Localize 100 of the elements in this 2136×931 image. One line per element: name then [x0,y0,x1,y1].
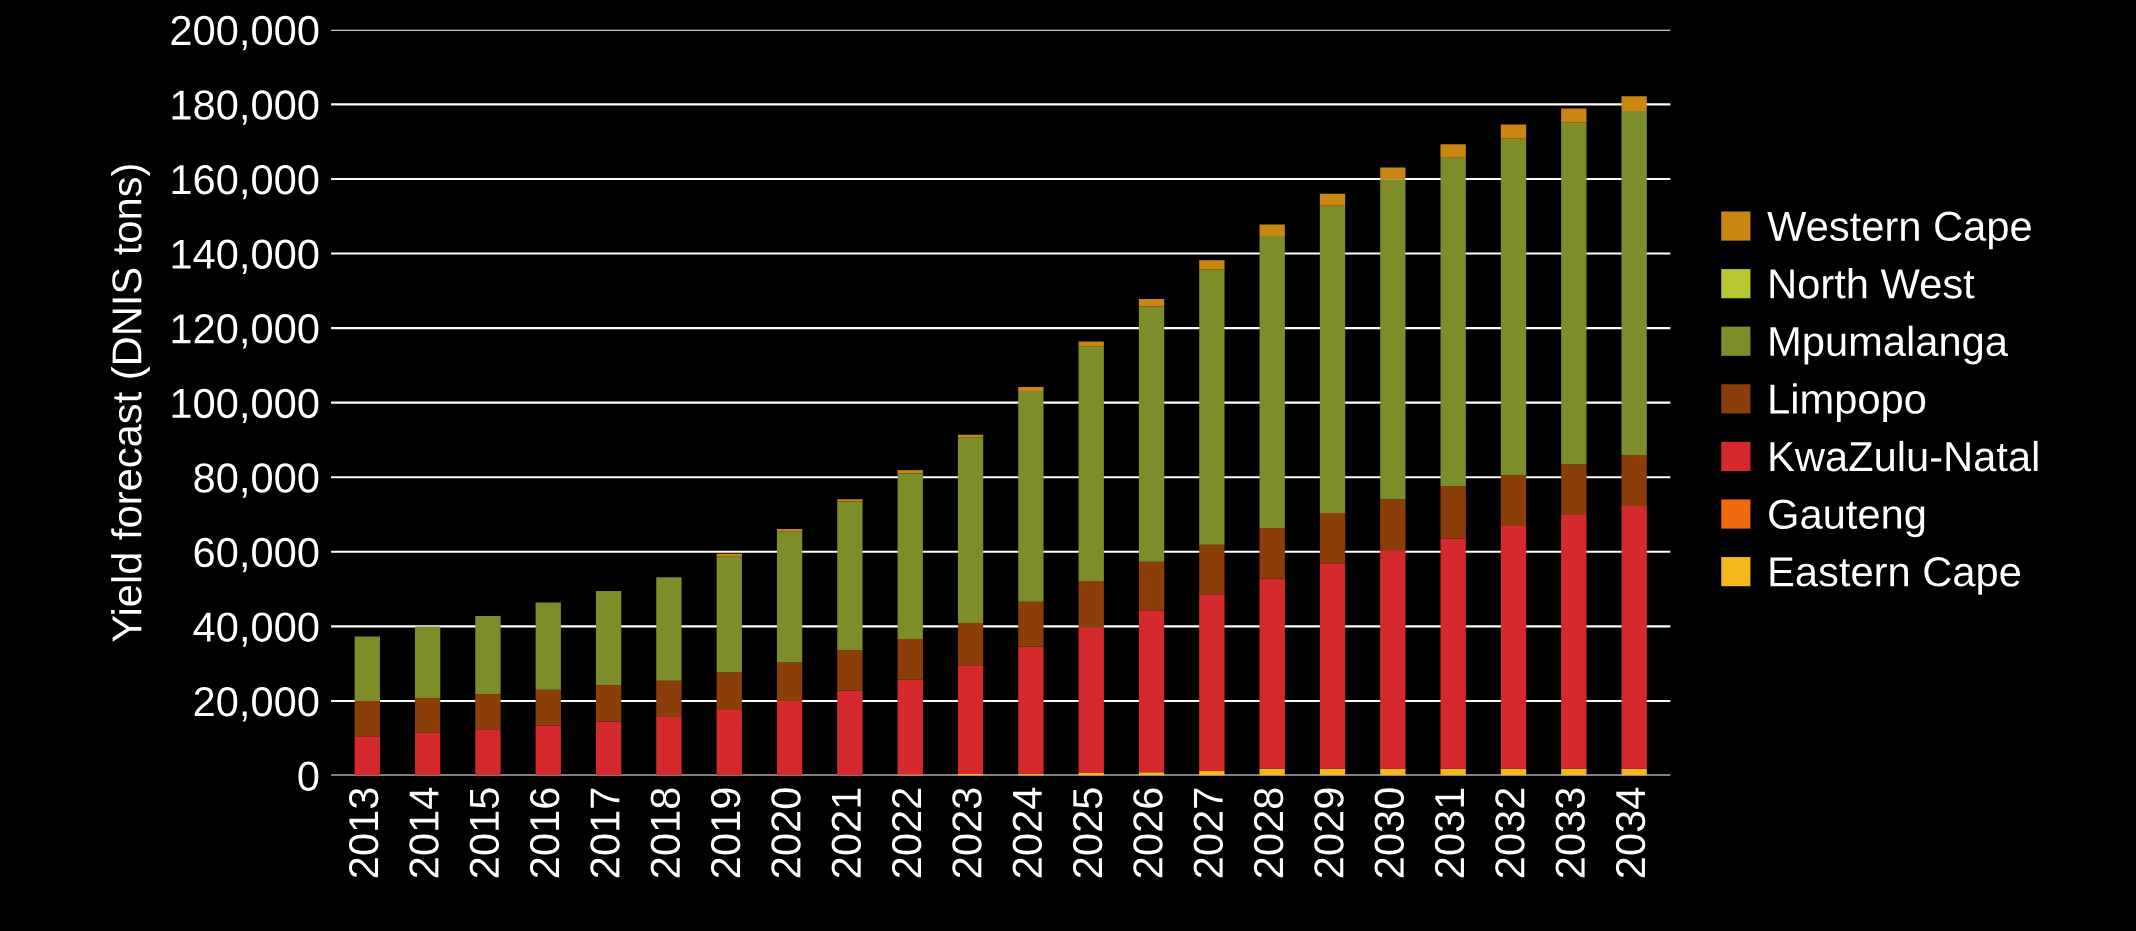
y-tick-label: 20,000 [194,686,319,722]
bar [1500,475,1527,527]
bar [776,700,803,776]
legend-label: Western Cape [1767,211,2031,250]
bar [837,499,863,502]
bar [1078,627,1104,773]
bar [354,636,380,701]
bar [475,694,501,730]
bar [1018,387,1044,392]
bar [1440,157,1466,487]
bar [1199,260,1225,270]
x-tick-label: 2017 [590,788,620,878]
bar [1259,527,1285,579]
legend-label: North West [1770,268,1975,299]
bar [595,685,622,722]
bar [1621,768,1647,776]
bar [1319,193,1346,206]
x-tick-label: 2027 [1193,788,1224,878]
x-tick-label: 2014 [409,787,439,878]
bar [1259,235,1285,528]
bar [1199,771,1225,776]
x-tick-label: 2019 [710,788,741,878]
x-tick-label: 2034 [1615,787,1646,878]
y-tick-label: 160,000 [172,164,319,200]
bar [1199,544,1225,595]
bar [1199,269,1225,545]
x-tick-label: 2015 [469,788,500,878]
bar [837,690,863,776]
bar [1380,499,1406,551]
y-tick-label: 40,000 [193,612,319,647]
x-tick-label: 2026 [1133,788,1163,878]
bar [535,689,561,726]
bar [475,615,501,695]
legend-label: Eastern Cape [1770,557,2021,595]
bar [1078,341,1104,347]
bar [957,665,984,775]
bar [1621,455,1647,506]
bar [535,725,561,776]
bar [656,680,682,717]
legend-label: Mpumalanga [1770,325,2008,365]
bar [776,662,803,701]
bar [1440,486,1466,539]
bar [837,501,863,651]
bar [656,716,682,776]
bar [716,709,742,776]
x-tick-label: 2013 [348,788,379,878]
bar [1259,224,1285,236]
y-axis-title: Yield forecast (DNIS tons) [111,165,150,642]
bar [897,473,923,640]
y-tick-label: 140,000 [172,239,319,274]
bar [1561,464,1587,515]
bar [1319,563,1346,769]
bar [1259,578,1285,769]
bar [1440,144,1466,158]
y-tick-label: 80,000 [194,463,319,498]
y-tick-label: 120,000 [172,314,319,349]
x-tick-label: 2029 [1314,788,1344,878]
bar [1500,138,1527,476]
bar [1138,610,1165,773]
x-tick-label: 2025 [1072,788,1103,878]
bar [776,529,803,532]
legend-label: Limpopo [1770,383,1926,423]
x-tick-label: 2016 [529,788,560,878]
bar [1440,538,1466,769]
bar [595,590,622,686]
bar [1380,550,1406,769]
bar [656,577,682,681]
x-tick-label: 2031 [1434,788,1465,878]
bar [1138,306,1165,562]
bar [1561,122,1587,465]
bar [716,672,742,710]
bar [837,650,863,691]
x-tick-label: 2021 [831,788,862,878]
x-tick-label: 2024 [1012,787,1043,878]
bar [1138,299,1165,307]
bar [1380,167,1406,180]
legend-label: KwaZulu-Natal [1770,440,2038,472]
x-tick-label: 2018 [650,788,681,878]
bar [776,531,803,663]
bar [1500,526,1527,769]
y-tick-label: 200,000 [171,15,319,51]
legend-label: Gauteng [1769,499,1925,538]
bar [1621,96,1647,112]
bar [1199,594,1225,772]
bar [1018,601,1044,647]
y-tick-label: 180,000 [172,90,319,125]
bar [897,679,923,775]
bar [414,697,441,733]
x-tick-label: 2023 [952,788,982,878]
x-tick-label: 2028 [1253,788,1284,878]
bar [414,626,441,698]
x-tick-label: 2030 [1374,788,1405,878]
bar [1561,514,1587,769]
bar [354,700,380,737]
bar [957,437,984,624]
bar [1078,346,1104,581]
x-tick-label: 2032 [1495,788,1525,878]
y-tick-label: 0 [298,761,319,792]
bar [1380,179,1406,500]
bar [897,470,923,474]
